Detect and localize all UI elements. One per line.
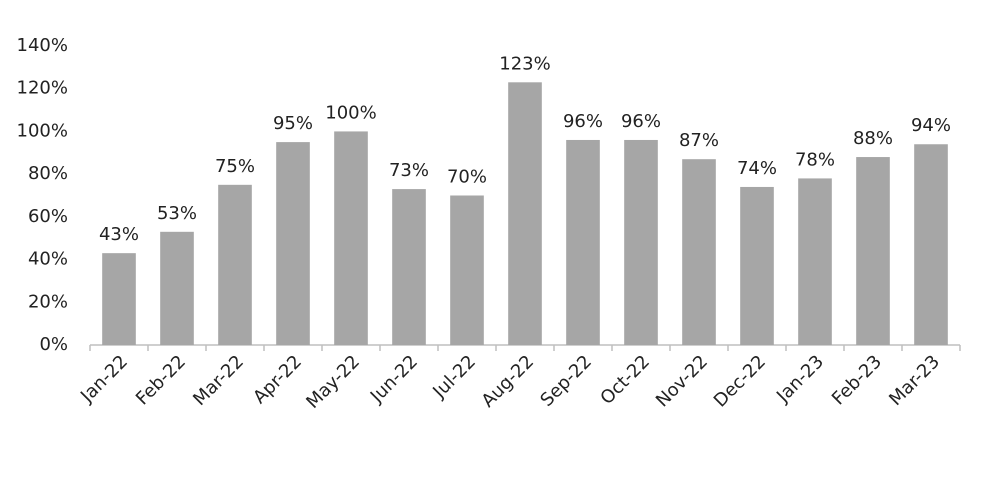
bar [508, 82, 542, 346]
x-tick-label: Apr-22 [249, 351, 306, 408]
bar [856, 157, 890, 345]
data-label: 70% [447, 167, 487, 188]
data-label: 53% [157, 203, 197, 224]
bar [218, 184, 252, 345]
data-label: 43% [99, 224, 139, 245]
x-tick-label: Nov-22 [652, 351, 712, 411]
bar [740, 186, 774, 345]
y-tick-label: 120% [17, 78, 68, 99]
x-tick-label: Feb-22 [132, 351, 190, 409]
data-label: 88% [853, 128, 893, 149]
y-tick-label: 20% [28, 291, 68, 312]
y-tick-label: 140% [17, 35, 68, 56]
bar [160, 231, 194, 345]
data-label: 100% [325, 102, 376, 123]
bar [566, 139, 600, 345]
y-tick-label: 40% [28, 249, 68, 270]
data-label: 96% [621, 111, 661, 132]
data-label: 123% [499, 53, 550, 74]
data-label: 73% [389, 160, 429, 181]
data-label: 75% [215, 156, 255, 177]
data-label: 87% [679, 130, 719, 151]
bar [334, 131, 368, 345]
x-tick-label: Mar-23 [885, 351, 944, 410]
bar [682, 159, 716, 345]
data-label: 95% [273, 113, 313, 134]
x-tick-label: Jan-22 [76, 351, 132, 407]
x-tick-label: Jul-22 [428, 351, 480, 403]
x-tick-label: Feb-23 [828, 351, 886, 409]
x-tick-label: Aug-22 [478, 351, 538, 411]
y-tick-label: 100% [17, 120, 68, 141]
bar [914, 144, 948, 345]
data-label: 78% [795, 149, 835, 170]
x-tick-label: Dec-22 [710, 351, 770, 411]
bar [798, 178, 832, 345]
bar [450, 195, 484, 345]
y-tick-label: 60% [28, 206, 68, 227]
data-label: 96% [563, 111, 603, 132]
x-tick-label: May-22 [302, 351, 364, 413]
x-tick-label: Jan-23 [772, 351, 828, 407]
y-tick-label: 0% [39, 334, 68, 355]
bar [624, 139, 658, 345]
data-label: 74% [737, 158, 777, 179]
x-tick-label: Oct-22 [596, 351, 654, 409]
data-label: 94% [911, 115, 951, 136]
bar [392, 189, 426, 345]
x-tick-label: Jun-22 [366, 351, 422, 407]
y-tick-label: 80% [28, 163, 68, 184]
bar [102, 253, 136, 345]
x-tick-label: Mar-22 [189, 351, 248, 410]
x-tick-label: Sep-22 [536, 351, 596, 411]
bar [276, 142, 310, 345]
